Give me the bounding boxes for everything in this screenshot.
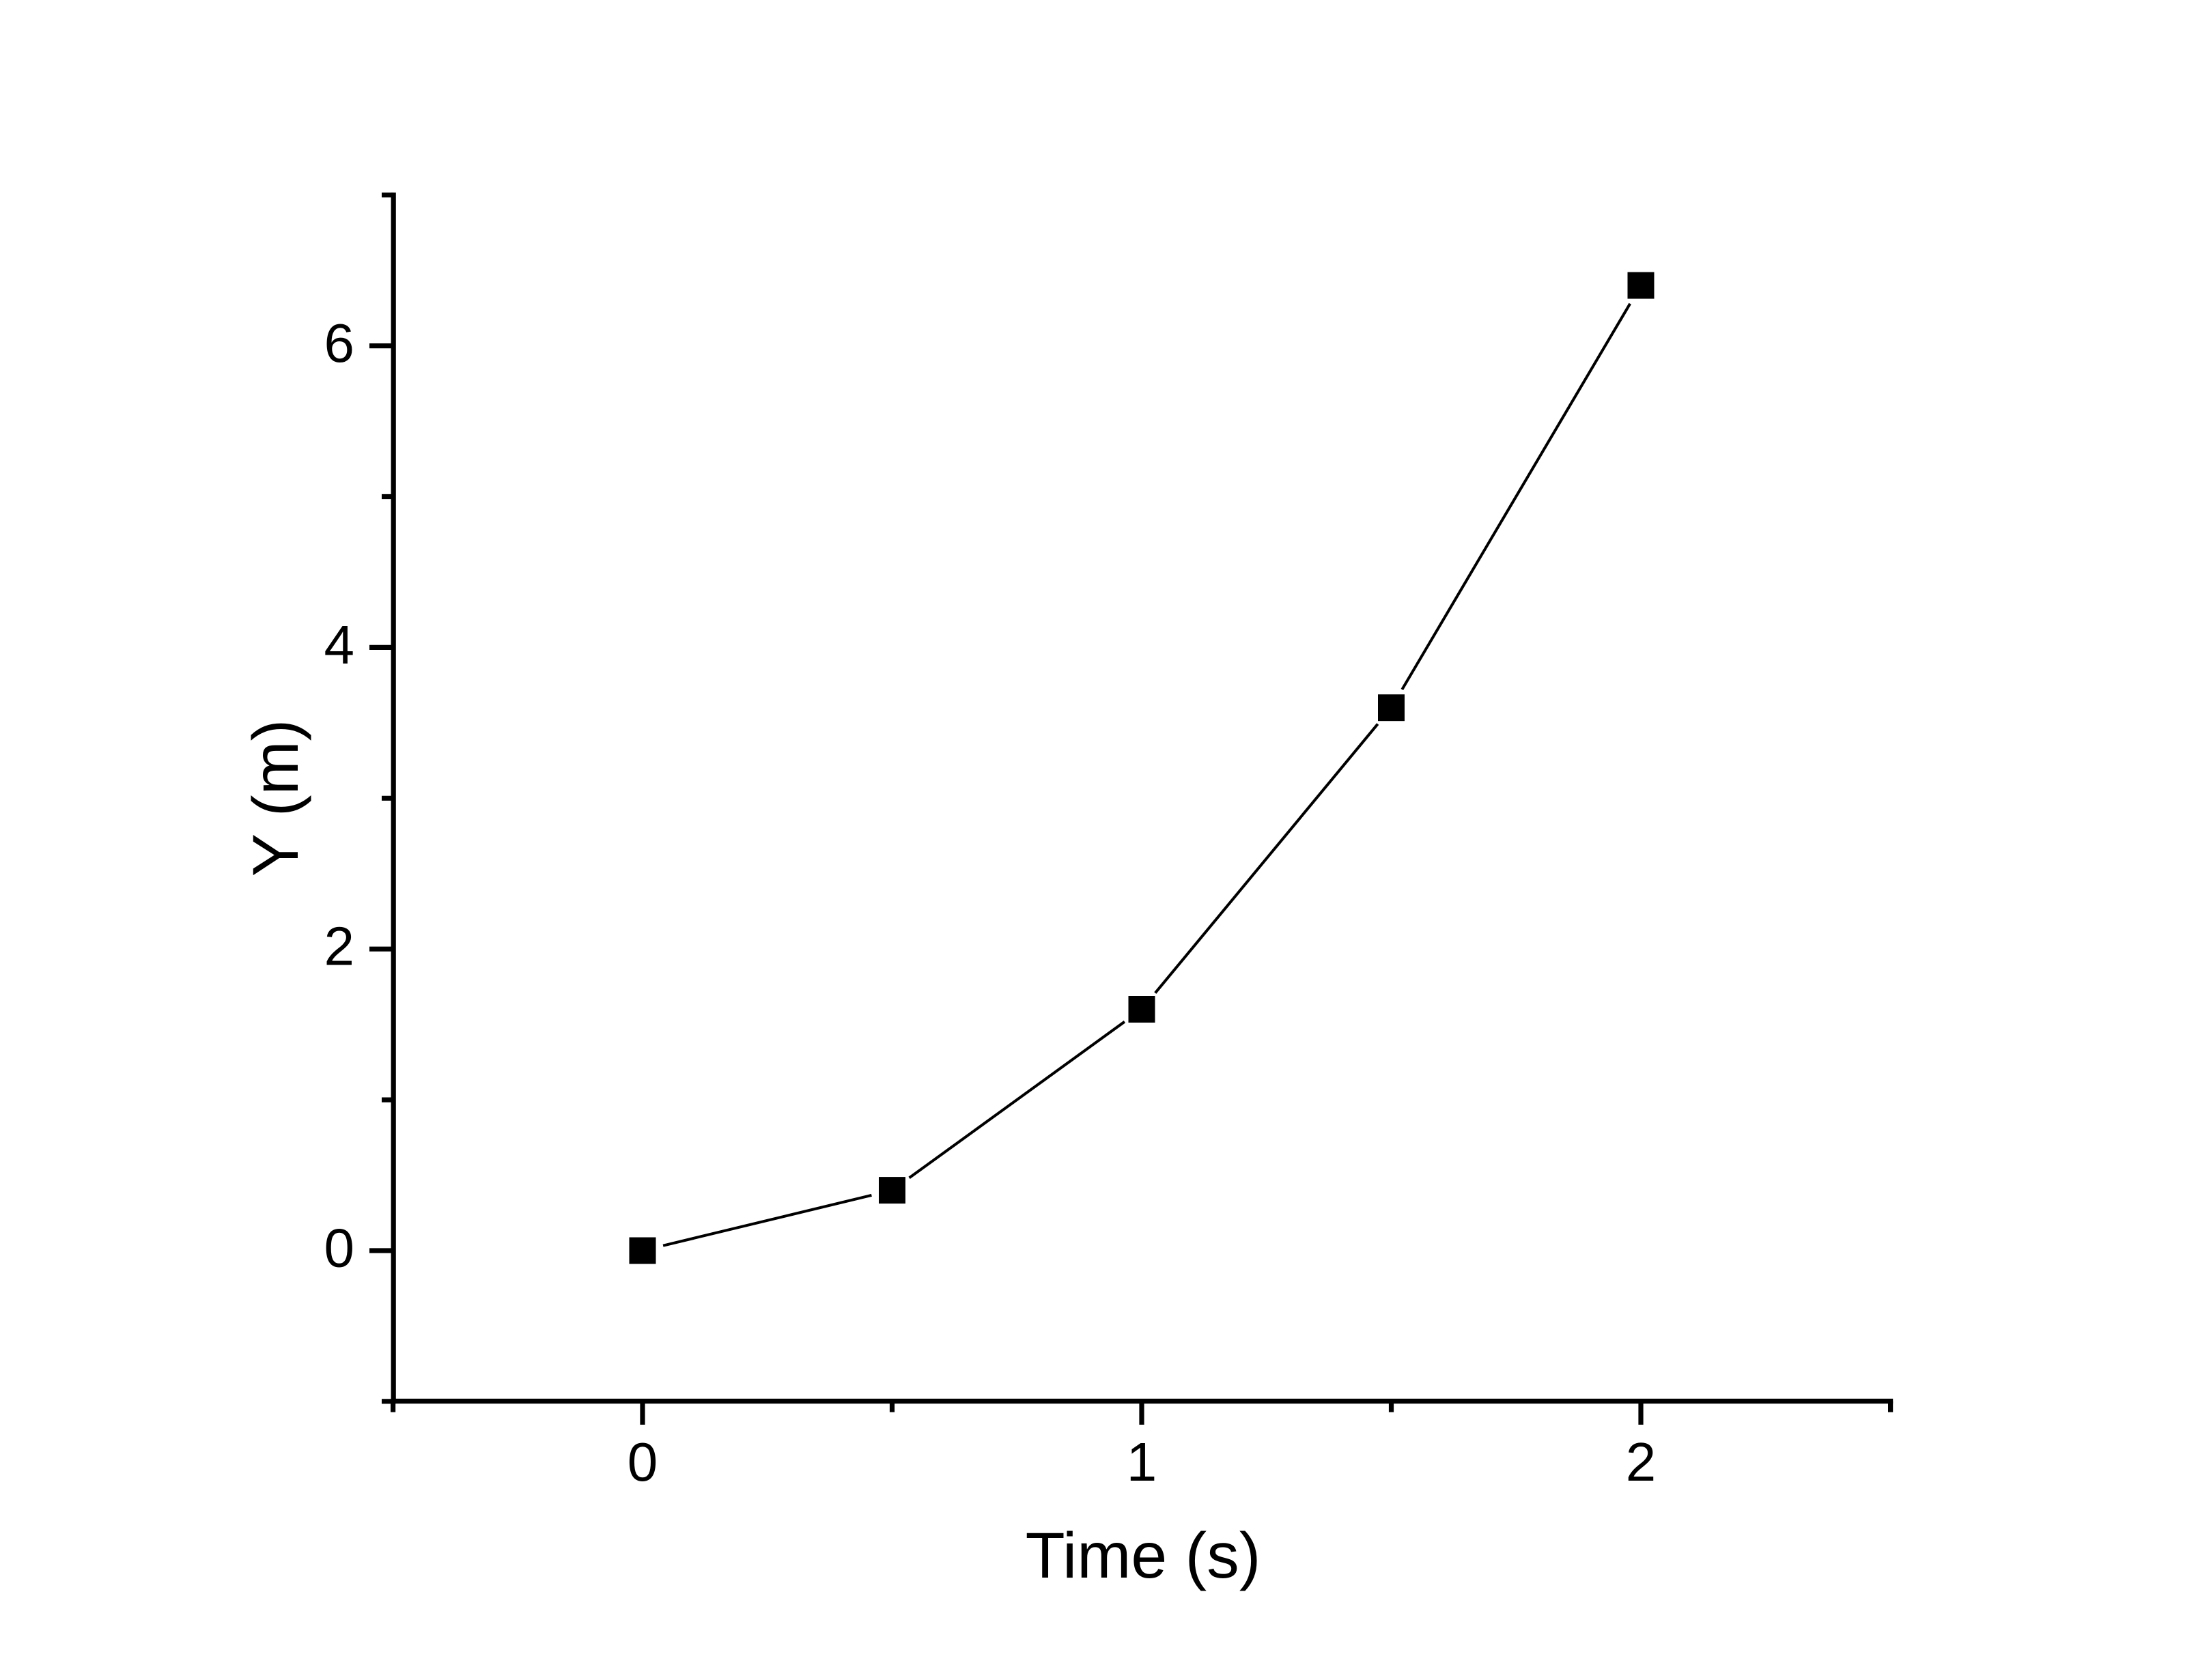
svg-text:2: 2 (324, 916, 355, 977)
svg-text:2: 2 (1626, 1432, 1657, 1492)
svg-text:0: 0 (324, 1218, 355, 1279)
svg-text:6: 6 (324, 313, 355, 373)
svg-text:1: 1 (1127, 1432, 1157, 1492)
svg-text:4: 4 (324, 614, 355, 675)
svg-text:0: 0 (628, 1432, 658, 1492)
svg-text:Y (m): Y (m) (240, 720, 312, 877)
svg-text:Time (s): Time (s) (1026, 1520, 1261, 1592)
